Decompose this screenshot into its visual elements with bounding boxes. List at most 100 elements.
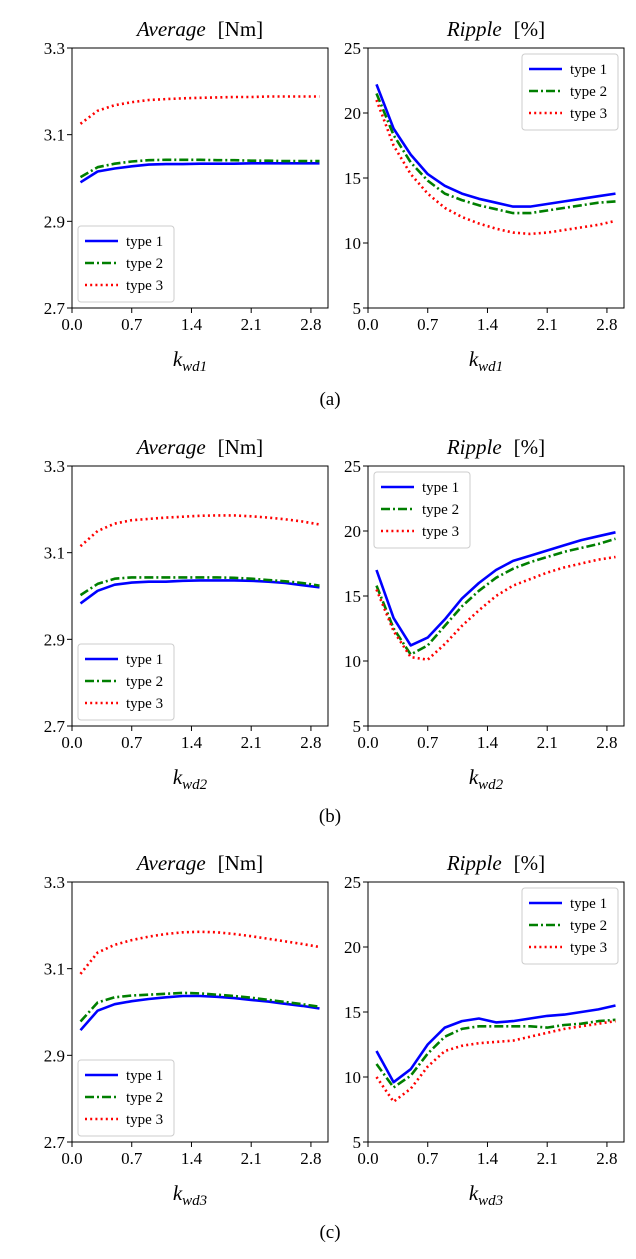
x-tick-label: 2.1 <box>537 1149 558 1168</box>
chart-panel-b-ripple: Ripple [%] 0.0 0.7 1.4 2.1 2.8 5 10 15 20 25 kwd2 typ… <box>344 435 625 793</box>
x-tick-label: 0.0 <box>357 733 378 752</box>
legend-entry-label: type 3 <box>126 1112 163 1128</box>
legend-entry-label: type 1 <box>570 896 607 912</box>
x-tick-label: 0.7 <box>121 1149 143 1168</box>
x-tick-label: 2.8 <box>300 1149 321 1168</box>
x-axis-label-subscript: wd1 <box>478 359 503 375</box>
x-tick-label: 0.7 <box>121 315 143 334</box>
x-tick-label: 0.0 <box>357 315 378 334</box>
x-axis-label: kwd3 <box>469 1181 503 1209</box>
legend-entry-label: type 2 <box>570 84 607 100</box>
legend-entry-label: type 3 <box>126 278 163 294</box>
legend-box <box>77 225 175 303</box>
series-line-type-3 <box>375 1019 616 1103</box>
x-axis-label-main: k <box>469 347 479 371</box>
series-line-type-1 <box>79 579 320 605</box>
x-tick-label: 0.0 <box>357 1149 378 1168</box>
x-tick-label: 1.4 <box>477 1149 499 1168</box>
series-line-type-3 <box>79 514 320 548</box>
legend-entry-label: type 1 <box>422 480 459 496</box>
y-tick-label: 25 <box>344 873 361 892</box>
series-line-type-1 <box>375 83 616 208</box>
y-tick-label: 20 <box>344 104 361 123</box>
chart-title: Ripple [%] <box>446 17 545 41</box>
x-axis-label: kwd2 <box>469 765 504 793</box>
y-tick-label: 10 <box>344 1068 361 1087</box>
chart-panel-a-average: Average [Nm] 0.0 0.7 1.4 2.1 2.8 2.7 2.9 3.1 3.3 kw… <box>44 17 329 375</box>
x-tick-label: 1.4 <box>477 315 499 334</box>
legend-entry-label: type 1 <box>570 62 607 78</box>
x-axis-label: kwd2 <box>173 765 208 793</box>
x-tick-label: 0.7 <box>417 733 439 752</box>
x-tick-label: 0.0 <box>61 315 82 334</box>
y-tick-label: 2.9 <box>44 630 65 649</box>
axes-layer: Average [Nm]0.0 0.7 1.4 2.1 2.82.72.93.13.3kw… <box>44 17 625 1209</box>
panel-caption: (c) <box>319 1222 340 1243</box>
plot-frame <box>71 47 329 309</box>
y-tick-label: 2.7 <box>44 299 66 318</box>
x-axis-label-main: k <box>173 1181 183 1205</box>
panel-caption: (b) <box>319 806 341 827</box>
chart-panel-b-average: Average [Nm] 0.0 0.7 1.4 2.1 2.8 2.7 2.9 3.1 3.3 kw… <box>44 435 329 793</box>
legend-entry-label: type 1 <box>126 234 163 250</box>
series-line-type-1 <box>375 1004 616 1084</box>
chart-title-unit: [%] <box>514 851 545 875</box>
legend-box <box>521 887 619 965</box>
plot-frame <box>71 465 329 727</box>
chart-title-text: Ripple <box>446 17 502 41</box>
y-tick-label: 10 <box>344 652 361 671</box>
x-tick-label: 2.1 <box>537 315 558 334</box>
chart-title-text: Average <box>135 435 206 459</box>
plot-frame <box>71 881 329 1143</box>
x-axis-label-main: k <box>173 765 183 789</box>
y-tick-label: 5 <box>353 1133 362 1152</box>
chart-title: Average [Nm] <box>135 17 263 41</box>
legend-box <box>373 471 471 549</box>
chart-title: Average [Nm] <box>135 851 263 875</box>
chart-title: Ripple [%] <box>446 435 545 459</box>
legend-entry-label: type 1 <box>126 1068 163 1084</box>
x-axis-label-subscript: wd1 <box>182 359 207 375</box>
y-tick-label: 2.9 <box>44 212 65 231</box>
y-tick-label: 5 <box>353 717 362 736</box>
chart-title-text: Average <box>135 17 206 41</box>
series-line-type-2 <box>375 1018 616 1089</box>
chart-title-text: Average <box>135 851 206 875</box>
y-tick-label: 3.3 <box>44 39 65 58</box>
panel-caption: (a) <box>319 389 340 410</box>
x-tick-label: 0.7 <box>417 1149 439 1168</box>
x-tick-label: 2.8 <box>596 1149 617 1168</box>
legend-entry-label: type 2 <box>126 256 163 272</box>
legend-entry-label: type 3 <box>570 940 607 956</box>
chart-panel-c-ripple: Ripple [%] 0.0 0.7 1.4 2.1 2.8 5 10 15 20 25 kwd3 typ… <box>344 851 625 1209</box>
chart-title: Ripple [%] <box>446 851 545 875</box>
chart-title: Average [Nm] <box>135 435 263 459</box>
x-tick-label: 2.1 <box>241 1149 262 1168</box>
y-tick-label: 20 <box>344 522 361 541</box>
legend: type 1 type 2 type 3 <box>77 643 175 721</box>
series-line-type-1 <box>375 531 616 647</box>
x-tick-label: 0.0 <box>61 1149 82 1168</box>
x-tick-label: 2.8 <box>300 315 321 334</box>
x-tick-label: 2.1 <box>537 733 558 752</box>
y-tick-label: 3.3 <box>44 873 65 892</box>
legend: type 1 type 2 type 3 <box>77 225 175 303</box>
chart-title-unit: [%] <box>514 17 545 41</box>
series-line-type-2 <box>375 93 616 215</box>
legend-entry-label: type 2 <box>422 502 459 518</box>
y-tick-label: 15 <box>344 169 361 188</box>
chart-title-text: Ripple <box>446 851 502 875</box>
series-line-type-3 <box>79 95 320 125</box>
legend-box <box>77 643 175 721</box>
x-tick-label: 1.4 <box>181 315 203 334</box>
legend: type 1 type 2 type 3 <box>521 887 619 965</box>
panel-captions: (a) (b) (c) <box>319 389 341 1243</box>
series-line-type-2 <box>79 991 320 1023</box>
series-line-type-2 <box>79 158 320 179</box>
y-tick-label: 15 <box>344 587 361 606</box>
legend-box <box>77 1059 175 1137</box>
x-tick-label: 0.7 <box>417 315 439 334</box>
y-tick-label: 2.7 <box>44 717 66 736</box>
x-axis-label: kwd1 <box>173 347 207 375</box>
